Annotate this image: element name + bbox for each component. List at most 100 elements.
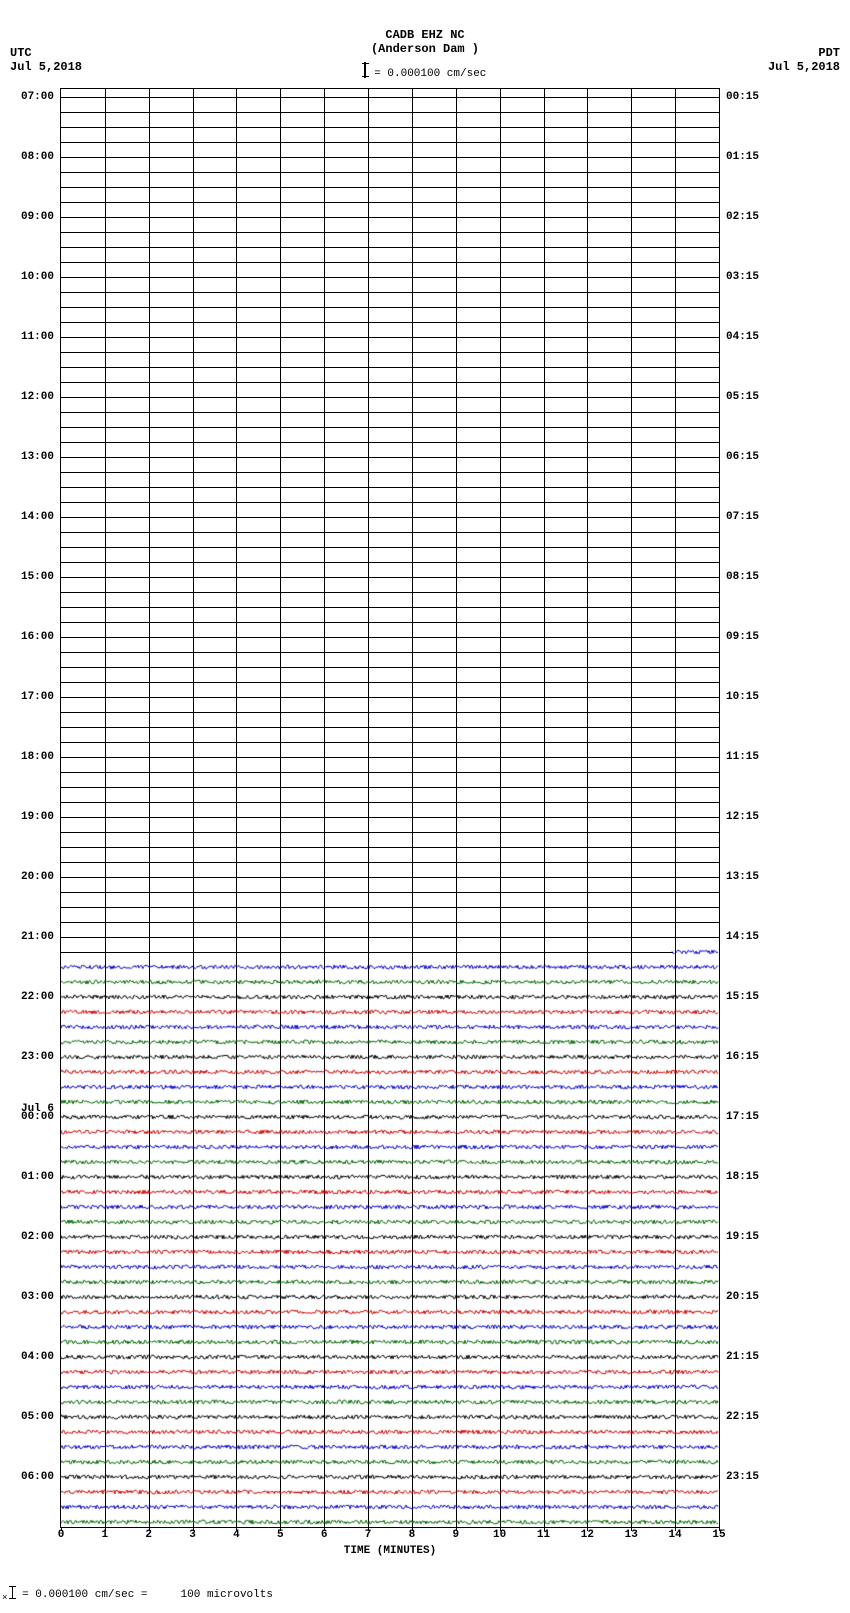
trace-flat [61,682,719,683]
trace-flat [61,622,719,623]
pdt-hour-label: 07:15 [726,511,786,523]
trace-flat [61,592,719,593]
trace-signal [61,1412,719,1422]
right-date: Jul 5,2018 [768,60,840,74]
x-tick-label: 10 [493,1529,506,1541]
trace-flat [61,922,719,923]
pdt-hour-label: 13:15 [726,871,786,883]
trace-flat [61,742,719,743]
left-timezone: UTC [10,46,32,60]
trace-flat [61,607,719,608]
utc-hour-label: 02:00 [0,1231,54,1243]
x-tick-label: 9 [452,1529,459,1541]
trace-flat [61,442,719,443]
pdt-hour-label: 01:15 [726,151,786,163]
trace-signal [61,1007,719,1017]
pdt-hour-label: 06:15 [726,451,786,463]
trace-flat [61,892,719,893]
trace-flat [61,397,719,398]
trace-flat [61,427,719,428]
utc-hour-label: 14:00 [0,511,54,523]
trace-flat [61,877,719,878]
trace-signal [61,1217,719,1227]
trace-flat [61,832,719,833]
trace-flat [61,262,719,263]
x-tick-label: 12 [581,1529,594,1541]
utc-hour-label: 10:00 [0,271,54,283]
x-tick-label: 8 [409,1529,416,1541]
x-tick-label: 13 [625,1529,638,1541]
trace-flat [61,667,719,668]
trace-flat [61,577,719,578]
trace-signal [61,1472,719,1482]
trace-flat [61,712,719,713]
pdt-hour-label: 11:15 [726,751,786,763]
trace-signal [61,1322,719,1332]
pdt-hour-label: 23:15 [726,1471,786,1483]
trace-flat [61,727,719,728]
pdt-hour-label: 08:15 [726,571,786,583]
x-tick-label: 3 [189,1529,196,1541]
trace-flat [61,862,719,863]
x-axis-label: TIME (MINUTES) [61,1545,719,1557]
trace-signal [61,947,719,957]
trace-flat [61,532,719,533]
trace-signal [61,977,719,987]
trace-signal [61,1427,719,1437]
utc-hour-label: 16:00 [0,631,54,643]
trace-signal [61,1337,719,1347]
trace-signal [61,1127,719,1137]
trace-signal [61,1052,719,1062]
trace-flat [61,172,719,173]
trace-flat [61,127,719,128]
trace-signal [61,1487,719,1497]
trace-signal [61,1367,719,1377]
trace-flat [61,637,719,638]
footer-scale: × = 0.000100 cm/sec = 100 microvolts [2,1586,273,1603]
pdt-hour-label: 00:15 [726,91,786,103]
trace-flat [61,247,719,248]
trace-signal [61,1202,719,1212]
trace-flat [61,292,719,293]
pdt-hour-label: 19:15 [726,1231,786,1243]
trace-flat [61,112,719,113]
trace-flat [61,217,719,218]
trace-signal [61,1022,719,1032]
trace-flat [61,907,719,908]
pdt-hour-label: 21:15 [726,1351,786,1363]
trace-signal [61,1397,719,1407]
utc-hour-label: 06:00 [0,1471,54,1483]
utc-hour-label: 13:00 [0,451,54,463]
trace-signal [61,1037,719,1047]
trace-signal [61,1262,719,1272]
utc-hour-label: 23:00 [0,1051,54,1063]
utc-hour-label: 22:00 [0,991,54,1003]
pdt-hour-label: 14:15 [726,931,786,943]
trace-flat [61,487,719,488]
trace-flat [61,757,719,758]
trace-signal [61,1277,719,1287]
utc-hour-label: 05:00 [0,1411,54,1423]
pdt-hour-label: 15:15 [726,991,786,1003]
pdt-hour-label: 16:15 [726,1051,786,1063]
station-location: (Anderson Dam ) [0,42,850,56]
footer-prefix: = 0.000100 cm/sec = [22,1589,147,1601]
left-date: Jul 5,2018 [10,60,82,74]
pdt-hour-label: 05:15 [726,391,786,403]
pdt-hour-label: 18:15 [726,1171,786,1183]
pdt-hour-label: 17:15 [726,1111,786,1123]
utc-hour-label: 11:00 [0,331,54,343]
trace-flat [61,652,719,653]
trace-flat [61,937,719,938]
plot-area: TIME (MINUTES) 012345678910111213141507:… [60,88,720,1528]
trace-flat [61,202,719,203]
trace-signal [61,1517,719,1527]
trace-signal [61,1307,719,1317]
footer-suffix: 100 microvolts [181,1589,273,1601]
trace-signal [61,1292,719,1302]
utc-hour-label: 15:00 [0,571,54,583]
trace-signal [61,962,719,972]
trace-signal [61,1442,719,1452]
trace-flat [61,352,719,353]
utc-hour-label: 21:00 [0,931,54,943]
